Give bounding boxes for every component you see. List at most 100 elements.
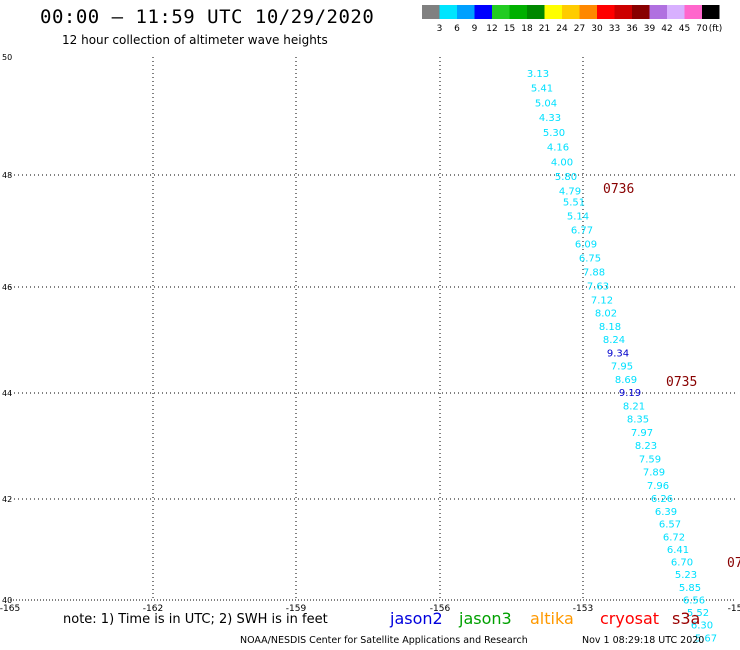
- wave-height-label: 8.23: [635, 441, 657, 452]
- wave-height-label: 6.39: [655, 507, 677, 518]
- legend-swatch: [597, 5, 615, 19]
- wave-height-label: 7.59: [639, 454, 661, 465]
- longitude-label: -165: [0, 604, 20, 614]
- wave-height-label: 7.88: [583, 268, 605, 279]
- wave-height-label: 5.41: [531, 84, 553, 95]
- satellite-jason3: jason3: [459, 609, 512, 628]
- wave-height-label: 5.14: [567, 212, 589, 223]
- latitude-label: 48: [2, 171, 12, 180]
- color-legend: 3 6 9 12 15 18 21 24 27 30 33 36 39 42 45 70 (ft): [422, 5, 722, 34]
- legend-label: 6: [454, 24, 460, 34]
- wave-height-label: 4.16: [547, 143, 569, 154]
- pass-time-label: 0735: [666, 375, 697, 390]
- legend-swatch: [492, 5, 510, 19]
- legend-label: 21: [539, 24, 550, 34]
- legend-unit: (ft): [709, 24, 723, 34]
- legend-swatch: [474, 5, 492, 19]
- wave-height-label: 5.51: [563, 198, 585, 209]
- wave-height-label: 8.21: [623, 401, 645, 412]
- wave-height-label: 6.41: [667, 545, 689, 556]
- wave-height-label: 4.00: [551, 157, 573, 168]
- wave-height-label: 7.96: [647, 481, 669, 492]
- wave-height-label: 5.30: [543, 128, 565, 139]
- wave-height-label: 7.97: [631, 428, 653, 439]
- legend-label: 9: [472, 24, 478, 34]
- legend-swatch: [649, 5, 667, 19]
- wave-height-label: 8.69: [615, 375, 637, 386]
- wave-height-label: 5.80: [555, 172, 577, 183]
- wave-height-label: 8.24: [603, 335, 625, 346]
- legend-swatch: [527, 5, 545, 19]
- altimeter-track: 3.13 5.41 5.04 4.33 5.30 4.16 4.00 5.80 4.795.51…: [527, 69, 740, 644]
- legend-swatch: [579, 5, 597, 19]
- legend-swatch: [439, 5, 457, 19]
- legend-label: 3: [437, 24, 443, 34]
- wave-height-label: 6.30: [691, 621, 713, 632]
- wave-height-label: 6.57: [659, 520, 681, 531]
- wave-height-label: 6.70: [671, 558, 693, 569]
- legend-swatch: [544, 5, 562, 19]
- wave-height-label: 5.04: [535, 98, 557, 109]
- legend-swatch: [684, 5, 702, 19]
- satellite-jason2: jason2: [390, 609, 443, 628]
- wave-height-label: 5.85: [679, 583, 701, 594]
- wave-height-label: 9.34: [607, 348, 629, 359]
- wave-height-label: 7.63: [587, 282, 609, 293]
- legend-swatch: [632, 5, 650, 19]
- legend-label: 15: [504, 24, 515, 34]
- satellite-cryosat: cryosat: [600, 609, 660, 628]
- longitude-label: -159: [286, 604, 307, 614]
- legend-swatch: [422, 5, 440, 19]
- legend-label: 24: [556, 24, 568, 34]
- map-title: 00:00 – 11:59 UTC 10/29/2020: [40, 6, 375, 28]
- wave-height-label: 8.35: [627, 415, 649, 426]
- wave-height-label: 3.13: [527, 69, 549, 80]
- legend-swatch: [667, 5, 685, 19]
- legend-label: 45: [679, 24, 690, 34]
- legend-label: 18: [521, 24, 533, 34]
- latitude-label: 40: [2, 596, 12, 605]
- legend-swatch: [457, 5, 475, 19]
- legend-label: 42: [661, 24, 672, 34]
- wave-height-label: 8.02: [595, 309, 617, 320]
- map-subtitle: 12 hour collection of altimeter wave hei…: [62, 33, 328, 47]
- wave-height-label: 6.26: [651, 494, 673, 505]
- legend-label: 27: [574, 24, 585, 34]
- legend-label: 30: [591, 24, 603, 34]
- wave-height-label: 6.56: [683, 595, 705, 606]
- wave-height-label: 5.23: [675, 570, 697, 581]
- legend-label: 39: [644, 24, 656, 34]
- legend-swatch: [509, 5, 527, 19]
- wave-height-label: 4.33: [539, 113, 561, 124]
- longitude-label: -153: [573, 604, 593, 614]
- legend-swatch: [702, 5, 720, 19]
- longitude-label: -156: [430, 604, 451, 614]
- wave-height-label: 6.09: [575, 240, 597, 251]
- legend-label: 70: [696, 24, 708, 34]
- lat-lon-grid: -165 -162 -159 -156 -153 -15 50 48 46 44 42 40: [0, 53, 740, 614]
- latitude-label: 44: [2, 389, 12, 398]
- generated-timestamp: Nov 1 08:29:18 UTC 2020: [582, 635, 705, 646]
- legend-swatch: [562, 5, 580, 19]
- legend-swatch: [614, 5, 632, 19]
- wave-height-label: 9.19: [619, 388, 641, 399]
- wave-height-label: 6.72: [663, 532, 685, 543]
- latitude-label: 46: [2, 283, 12, 292]
- pass-time-label: 07: [727, 556, 740, 571]
- satellite-altika: altika: [530, 609, 574, 628]
- wave-height-label: 7.12: [591, 295, 613, 306]
- legend-label: 12: [486, 24, 497, 34]
- legend-label: 36: [626, 24, 638, 34]
- wave-height-label: 5.52: [687, 608, 709, 619]
- wave-height-label: 4.79: [559, 186, 581, 197]
- wave-height-label: 6.77: [571, 226, 593, 237]
- wave-height-label: 7.95: [611, 362, 633, 373]
- latitude-label: 42: [2, 495, 12, 504]
- wave-height-label: 5.67: [695, 633, 717, 644]
- latitude-label: 50: [2, 53, 12, 62]
- legend-label: 33: [609, 24, 620, 34]
- wave-height-label: 7.89: [643, 468, 665, 479]
- units-note: note: 1) Time is in UTC; 2) SWH is in fe…: [63, 612, 328, 627]
- pass-time-label: 0736: [603, 182, 634, 197]
